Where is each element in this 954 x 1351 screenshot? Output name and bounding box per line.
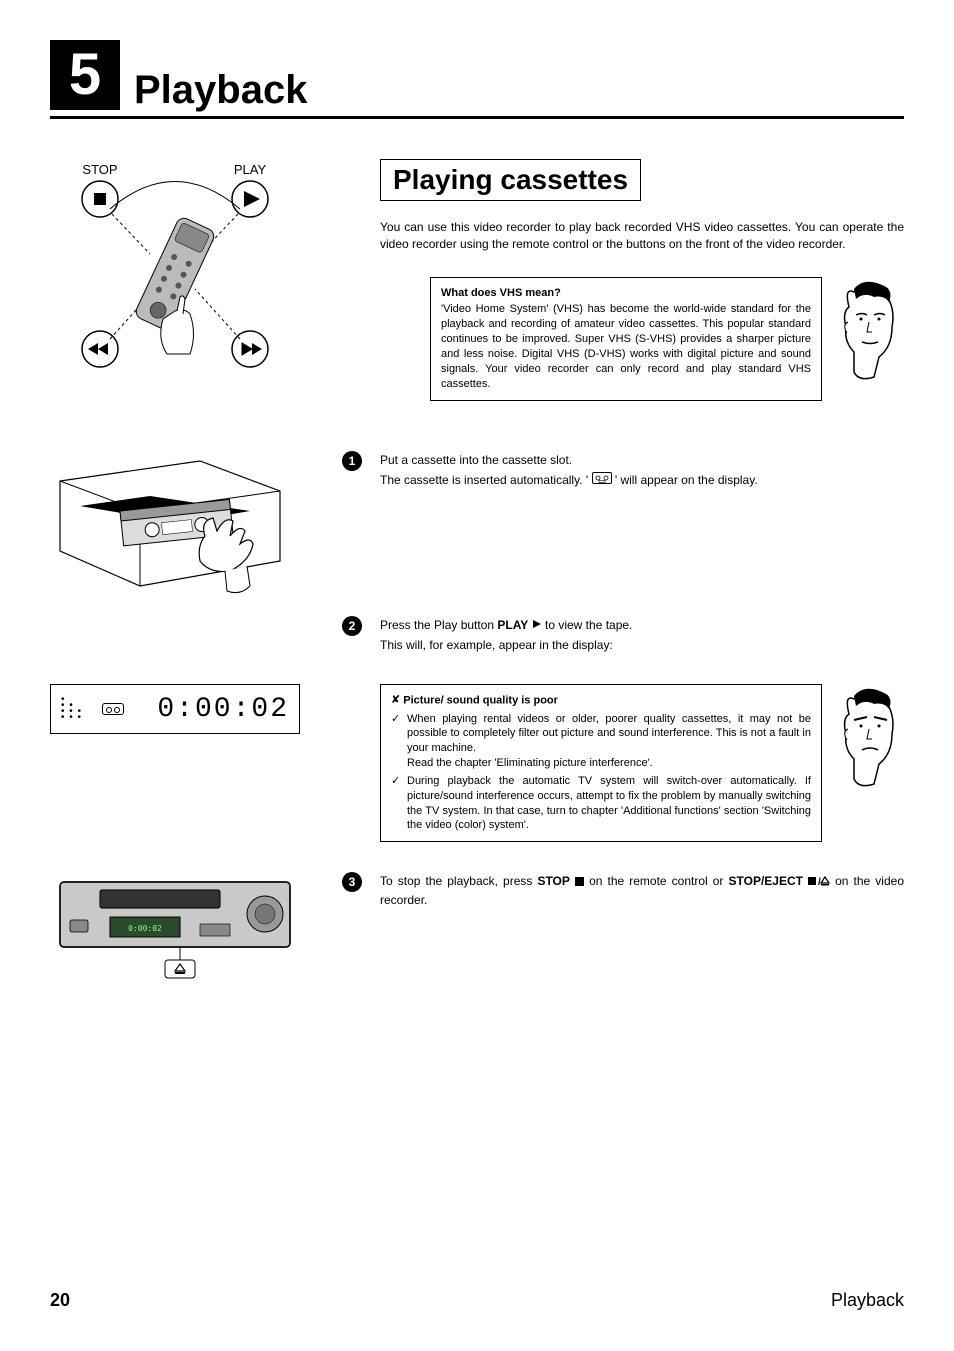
step-2-line1b: to view the tape. (545, 618, 632, 632)
quality-tip-box: ✘ Picture/ sound quality is poor ✓ When … (380, 684, 822, 842)
lcd-indicator-dots: •• •• • •• • • (61, 697, 82, 721)
intro-paragraph: You can use this video recorder to play … (380, 219, 904, 253)
remote-diagram: STOP PLAY (50, 159, 300, 451)
step-1-text: Put a cassette into the cassette slot. T… (380, 451, 904, 490)
check-icon: ✓ (391, 712, 401, 771)
face-illustration-1 (834, 277, 904, 392)
step-1-line2a: The cassette is inserted automatically. … (380, 473, 592, 487)
vhs-info-body: 'Video Home System' (VHS) has become the… (441, 302, 811, 391)
step-2-line2: This will, for example, appear in the di… (380, 636, 904, 654)
quality-tip-title: Picture/ sound quality is poor (403, 695, 558, 707)
quality-item1b: Read the chapter 'Eliminating picture in… (407, 756, 811, 771)
stop-eject-label: STOP/EJECT (729, 874, 803, 888)
page-number: 20 (50, 1290, 70, 1311)
step-1-line2b: ' will appear on the display. (615, 473, 758, 487)
step-3-badge: 3 (342, 872, 362, 892)
vhs-info-box: What does VHS mean? 'Video Home System' … (430, 277, 822, 401)
quality-item2: During playback the automatic TV system … (407, 774, 811, 833)
step-1-line1: Put a cassette into the cassette slot. (380, 451, 904, 469)
step-2-text: Press the Play button PLAY to view the t… (380, 616, 904, 655)
play-icon (532, 616, 542, 634)
play-label: PLAY (234, 162, 267, 177)
stop-label: STOP (82, 162, 117, 177)
step-3-text: To stop the playback, press STOP on the … (380, 872, 904, 909)
cassette-insert-diagram (50, 451, 300, 616)
svg-text:/: / (818, 877, 821, 886)
x-mark-icon: ✘ (391, 693, 400, 708)
vhs-info-title: What does VHS mean? (441, 286, 811, 301)
svg-text:0:00:02: 0:00:02 (128, 924, 162, 933)
page-footer: 20 Playback (50, 1290, 904, 1311)
footer-title: Playback (831, 1290, 904, 1311)
step-2-line1a: Press the Play button (380, 618, 497, 632)
cassette-display-icon (592, 471, 612, 489)
step-3-line1a: To stop the playback, press (380, 874, 537, 888)
face-illustration-2 (834, 684, 904, 799)
vcr-diagram: 0:00:02 (50, 872, 300, 997)
section-title: Playing cassettes (393, 164, 628, 196)
lcd-display: •• •• • •• • • 0:00:02 (50, 684, 300, 734)
lcd-cassette-icon (102, 703, 124, 715)
chapter-title: Playback (134, 70, 307, 110)
stop-icon (575, 873, 584, 891)
stop-eject-icon: / (808, 873, 830, 891)
chapter-number-badge: 5 (50, 40, 120, 110)
step-3-line1b: on the remote control or (589, 874, 728, 888)
check-icon: ✓ (391, 774, 401, 833)
step-1-badge: 1 (342, 451, 362, 471)
lcd-time: 0:00:02 (157, 694, 289, 725)
play-button-label: PLAY (497, 618, 528, 632)
chapter-header: 5 Playback (50, 40, 904, 119)
stop-button-label: STOP (537, 874, 569, 888)
section-title-box: Playing cassettes (380, 159, 641, 201)
step-2-badge: 2 (342, 616, 362, 636)
quality-item1a: When playing rental videos or older, poo… (407, 712, 811, 757)
